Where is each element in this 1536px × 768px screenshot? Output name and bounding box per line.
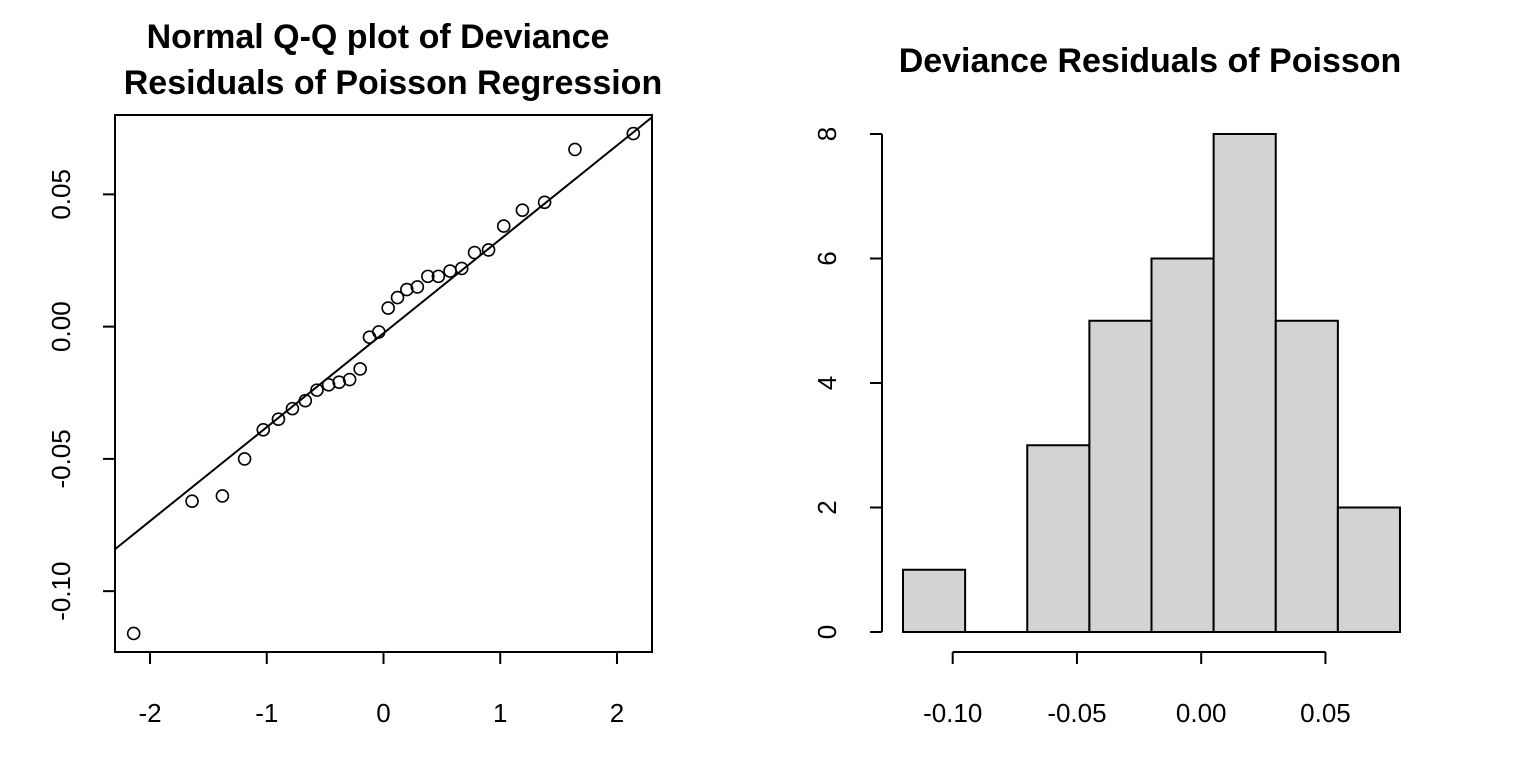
histogram-y-tick-label: 2 — [812, 500, 842, 514]
qq-point — [454, 261, 469, 276]
qq-point — [568, 142, 582, 157]
histogram-y-tick-label: 6 — [812, 251, 842, 265]
qq-y-tick-label: -0.10 — [46, 562, 76, 621]
qq-point — [271, 412, 286, 427]
histogram-title: Deviance Residuals of Poisson — [899, 42, 1402, 80]
qq-point — [185, 494, 199, 509]
histogram-x-tick-label: -0.05 — [1047, 698, 1106, 728]
qq-point — [626, 126, 641, 141]
qq-x-tick-label: 0 — [376, 698, 390, 728]
qq-title-line1: Normal Q-Q plot of Deviance — [147, 18, 610, 56]
qq-points — [126, 126, 641, 641]
qq-point — [353, 362, 367, 376]
qq-point — [298, 393, 313, 408]
qq-y-tick-label: -0.05 — [46, 429, 76, 488]
qq-point — [126, 626, 141, 641]
qq-point — [215, 489, 230, 503]
histogram-bar — [902, 568, 967, 633]
qq-point — [410, 280, 425, 294]
qq-point — [285, 401, 300, 416]
histogram-y-tick-label: 0 — [812, 625, 842, 639]
qq-point — [310, 383, 324, 397]
qq-plot-panel: Normal Q-Q plot of Deviance Residuals of… — [46, 18, 662, 728]
qq-point — [381, 301, 395, 315]
qq-point — [431, 269, 446, 284]
qq-x-tick-label: -1 — [255, 698, 278, 728]
qq-x-tick-label: -2 — [138, 698, 161, 728]
qq-title-line2: Residuals of Poisson Regression — [124, 64, 662, 102]
qq-x-tick-label: 1 — [493, 698, 507, 728]
histogram-y-tick-label: 4 — [812, 376, 842, 390]
histogram-bar — [1212, 133, 1277, 633]
qq-point — [515, 203, 530, 218]
qq-point — [256, 422, 271, 437]
histogram-x-tick-label: -0.10 — [923, 698, 982, 728]
histogram-panel: Deviance Residuals of Poisson 0 2 4 6 8 -0.10… — [812, 42, 1401, 728]
histogram-bar — [1088, 319, 1153, 633]
histogram-bars — [902, 133, 1401, 633]
qq-point — [496, 219, 511, 233]
qq-point — [467, 245, 482, 260]
qq-point — [421, 269, 435, 284]
qq-point — [372, 325, 386, 339]
histogram-bar — [1026, 444, 1091, 633]
histogram-x-tick-label: 0.00 — [1176, 698, 1227, 728]
histogram-bar — [1336, 506, 1401, 633]
histogram-y-tick-label: 8 — [812, 127, 842, 141]
qq-axes: -2 -1 0 1 2 -0.10 -0.05 0.00 0.05 — [46, 169, 624, 728]
qq-x-tick-label: 2 — [610, 698, 624, 728]
qq-point — [443, 264, 457, 278]
histogram-x-tick-label: 0.05 — [1300, 698, 1351, 728]
qq-point — [237, 452, 252, 466]
histogram-bar — [1274, 319, 1339, 633]
qq-y-tick-label: 0.05 — [46, 169, 76, 220]
qq-point — [390, 290, 405, 305]
qq-point — [342, 372, 357, 387]
qq-point — [481, 243, 496, 257]
qq-plot-frame — [114, 114, 653, 653]
histogram-bar — [1150, 257, 1215, 633]
qq-reference-line — [114, 116, 653, 551]
qq-y-tick-label: 0.00 — [46, 301, 76, 352]
qq-point — [537, 195, 552, 210]
histogram-axes: 0 2 4 6 8 -0.10 -0.05 0.00 0.05 — [812, 127, 1351, 728]
